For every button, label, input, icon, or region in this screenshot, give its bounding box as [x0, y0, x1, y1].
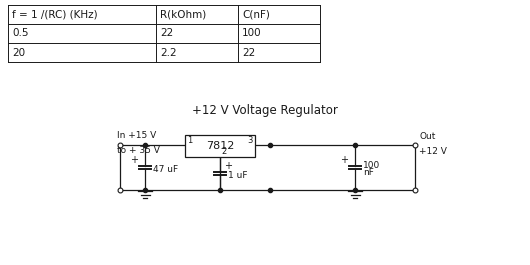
Text: Out: Out — [419, 132, 435, 141]
Text: f = 1 /(RC) (KHz): f = 1 /(RC) (KHz) — [12, 10, 98, 20]
Text: 1 uF: 1 uF — [228, 171, 248, 180]
Text: +12 V Voltage Regulator: +12 V Voltage Regulator — [192, 104, 338, 117]
Text: to + 35 V: to + 35 V — [117, 146, 160, 155]
Text: 0.5: 0.5 — [12, 29, 29, 38]
Text: 47 uF: 47 uF — [153, 165, 178, 174]
Text: +: + — [130, 155, 138, 165]
Text: +: + — [340, 155, 348, 165]
Text: 2: 2 — [221, 147, 226, 156]
Text: nF: nF — [363, 168, 374, 177]
Text: 20: 20 — [12, 47, 25, 58]
Text: +: + — [224, 161, 232, 171]
Text: 100: 100 — [363, 161, 380, 170]
Bar — [185, 135, 255, 157]
Text: 22: 22 — [242, 47, 255, 58]
Text: 100: 100 — [242, 29, 262, 38]
Text: 2.2: 2.2 — [160, 47, 176, 58]
Text: R(kOhm): R(kOhm) — [160, 10, 206, 20]
Text: In +15 V: In +15 V — [117, 131, 156, 140]
Text: 3: 3 — [248, 136, 253, 145]
Text: 22: 22 — [160, 29, 173, 38]
Text: 7812: 7812 — [206, 141, 234, 151]
Text: C(nF): C(nF) — [242, 10, 270, 20]
Text: 1: 1 — [187, 136, 192, 145]
Text: +12 V: +12 V — [419, 147, 447, 156]
